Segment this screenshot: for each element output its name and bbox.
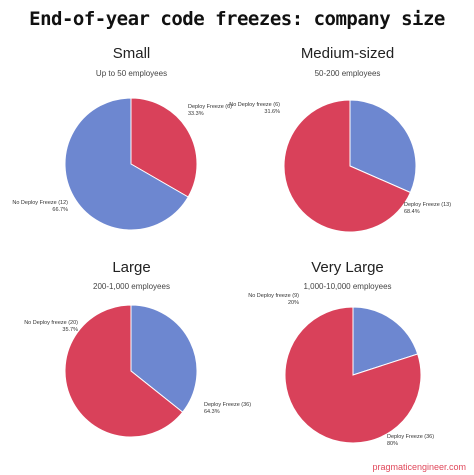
chart-title-small: Small xyxy=(112,45,151,62)
chart-title-large: Large xyxy=(112,259,151,276)
chart-subtitle-large: 200-1,000 employees xyxy=(93,282,170,291)
page-title: End-of-year code freezes: company size xyxy=(29,8,445,30)
chart-subtitle-small: Up to 50 employees xyxy=(95,69,168,78)
slice-label: Deploy Freeze (36) xyxy=(387,434,434,440)
slice-label: No Deploy freeze (9) xyxy=(248,293,299,299)
watermark: pragmaticengineer.com xyxy=(372,462,466,472)
chart-subtitle-medium: 50-200 employees xyxy=(314,69,381,78)
slice-percent-label: 20% xyxy=(288,300,299,306)
pie-slice xyxy=(64,304,184,438)
chart-subtitle-very-large: 1,000-10,000 employees xyxy=(303,282,392,291)
pie-slice xyxy=(64,97,189,231)
slice-percent-label: 31.6% xyxy=(264,109,280,115)
pie-slice xyxy=(284,306,422,444)
slice-label: Deploy Freeze (13) xyxy=(404,202,451,208)
slice-label: No Deploy freeze (6) xyxy=(229,102,280,108)
chart-title-very-large: Very Large xyxy=(311,259,384,276)
pie-slice xyxy=(130,97,198,198)
slice-percent-label: 80% xyxy=(387,441,398,447)
slice-label: No Deploy freeze (20) xyxy=(24,320,78,326)
slice-percent-label: 66.7% xyxy=(52,207,68,213)
slice-percent-label: 35.7% xyxy=(62,327,78,333)
pie-slice xyxy=(349,99,417,194)
pie-slice xyxy=(130,304,198,413)
slice-percent-label: 64.3% xyxy=(204,409,220,415)
slice-percent-label: 68.4% xyxy=(404,209,420,215)
slice-label: Deploy Freeze (36) xyxy=(204,402,251,408)
pie-slice xyxy=(283,99,412,233)
slice-label: Deploy Freeze (6) xyxy=(188,104,232,110)
pie-slice xyxy=(352,306,419,376)
slice-percent-label: 33.3% xyxy=(188,111,204,117)
chart-title-medium: Medium-sized xyxy=(300,45,395,62)
slice-label: No Deploy Freeze (12) xyxy=(12,200,68,206)
